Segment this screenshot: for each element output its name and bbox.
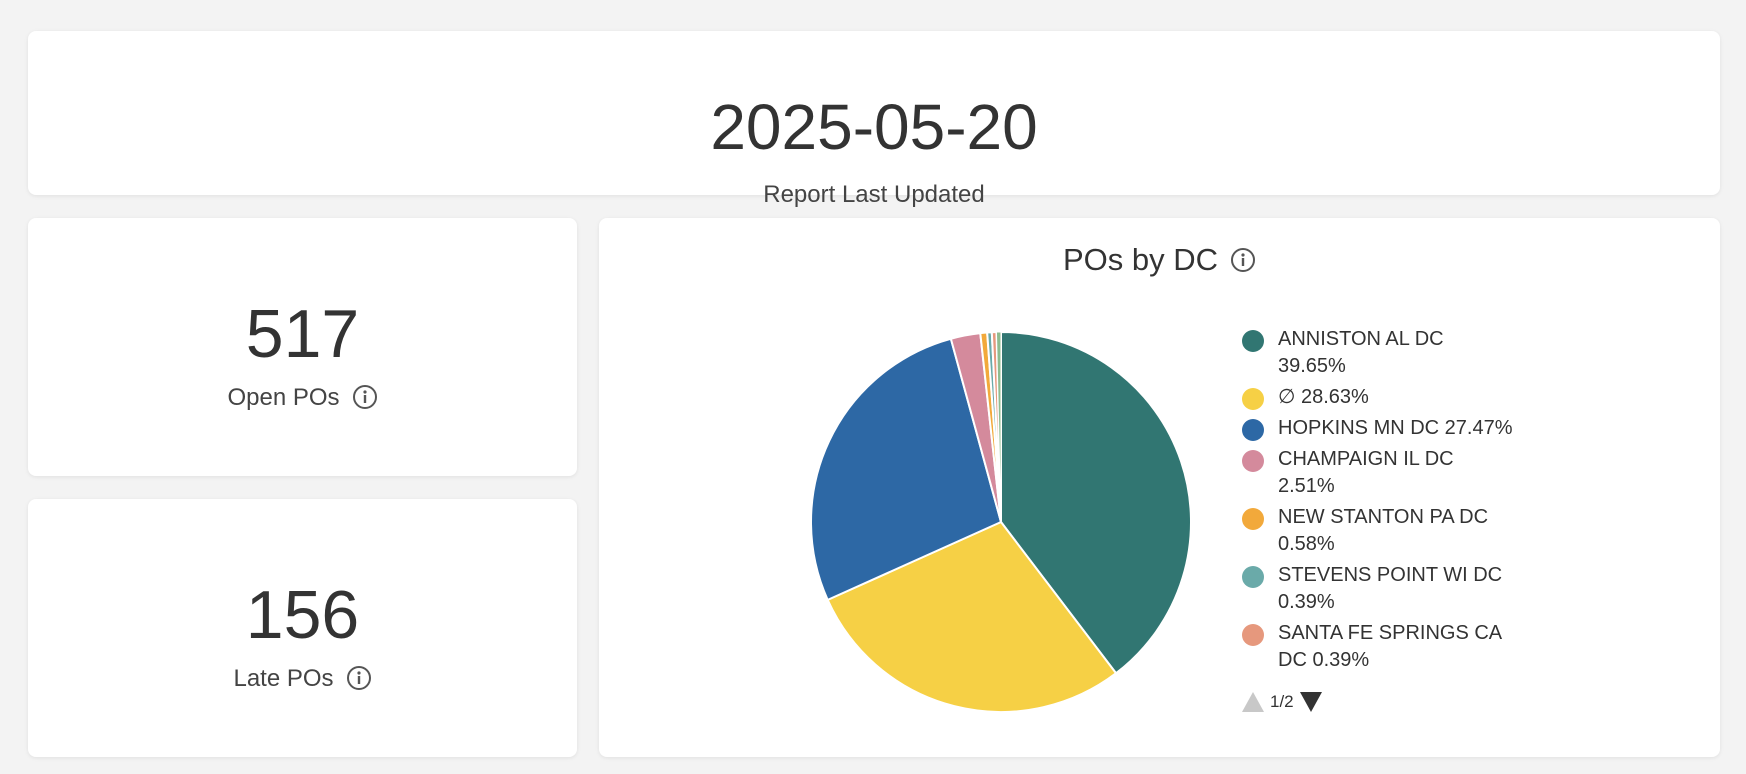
legend-item[interactable]: SANTA FE SPRINGS CA DC 0.39%	[1242, 620, 1542, 674]
info-icon[interactable]	[1230, 247, 1256, 273]
legend-item[interactable]: HOPKINS MN DC 27.47%	[1242, 415, 1542, 442]
open-pos-value: 517	[245, 296, 360, 372]
pie-slice-other[interactable]	[995, 331, 1002, 523]
report-date-label: Report Last Updated	[763, 181, 985, 208]
legend-item[interactable]: STEVENS POINT WI DC 0.39%	[1242, 562, 1542, 616]
late-pos-value: 156	[245, 577, 360, 653]
legend-item[interactable]: CHAMPAIGN IL DC 2.51%	[1242, 446, 1542, 500]
legend-prev-arrow-icon[interactable]	[1242, 692, 1264, 712]
info-icon[interactable]	[352, 384, 378, 410]
open-pos-label-row: Open POs	[28, 384, 577, 412]
report-date-card: 2025-05-20 Report Last Updated	[28, 31, 1720, 208]
legend-swatch	[1242, 450, 1264, 472]
pos-by-dc-chart-card: POs by DC ANNISTON AL DC 39.65% ∅ 28.63% HO…	[599, 218, 1720, 757]
pie-chart[interactable]	[599, 218, 1720, 757]
legend-swatch	[1242, 388, 1264, 410]
chart-title-row: POs by DC	[599, 242, 1720, 278]
chart-legend: ANNISTON AL DC 39.65% ∅ 28.63% HOPKINS MN D…	[1242, 326, 1542, 678]
legend-item[interactable]: NEW STANTON PA DC 0.58%	[1242, 504, 1542, 558]
info-icon[interactable]	[346, 665, 372, 691]
legend-next-arrow-icon[interactable]	[1299, 692, 1322, 712]
chart-title: POs by DC	[1062, 242, 1219, 277]
open-pos-card: 517 Open POs	[28, 218, 577, 476]
legend-swatch	[1242, 624, 1264, 646]
legend-page-indicator: 1/2	[1270, 692, 1294, 711]
legend-label: ∅ 28.63%	[1278, 386, 1369, 408]
legend-label: SANTA FE SPRINGS CA DC 0.39%	[1278, 622, 1503, 671]
late-pos-label: Late POs	[233, 665, 334, 692]
pie-slice-0[interactable]	[1000, 330, 1192, 675]
legend-label: ANNISTON AL DC 39.65%	[1278, 328, 1444, 377]
legend-swatch	[1242, 330, 1264, 352]
report-date: 2025-05-20	[710, 91, 1038, 163]
pie-slice-2[interactable]	[810, 337, 1003, 602]
late-pos-label-row: Late POs	[28, 665, 577, 693]
legend-label: CHAMPAIGN IL DC 2.51%	[1278, 448, 1454, 497]
legend-label: NEW STANTON PA DC 0.58%	[1278, 506, 1489, 555]
legend-pager: 1/2	[1242, 692, 1322, 712]
legend-swatch	[1242, 419, 1264, 441]
open-pos-label: Open POs	[227, 384, 340, 411]
legend-swatch	[1242, 566, 1264, 588]
late-pos-card: 156 Late POs	[28, 499, 577, 757]
legend-item[interactable]: ∅ 28.63%	[1242, 384, 1542, 411]
legend-label: STEVENS POINT WI DC 0.39%	[1278, 564, 1503, 613]
legend-label: HOPKINS MN DC 27.47%	[1278, 417, 1513, 439]
legend-item[interactable]: ANNISTON AL DC 39.65%	[1242, 326, 1542, 380]
legend-swatch	[1242, 508, 1264, 530]
pie-slice-1[interactable]	[826, 520, 1118, 713]
